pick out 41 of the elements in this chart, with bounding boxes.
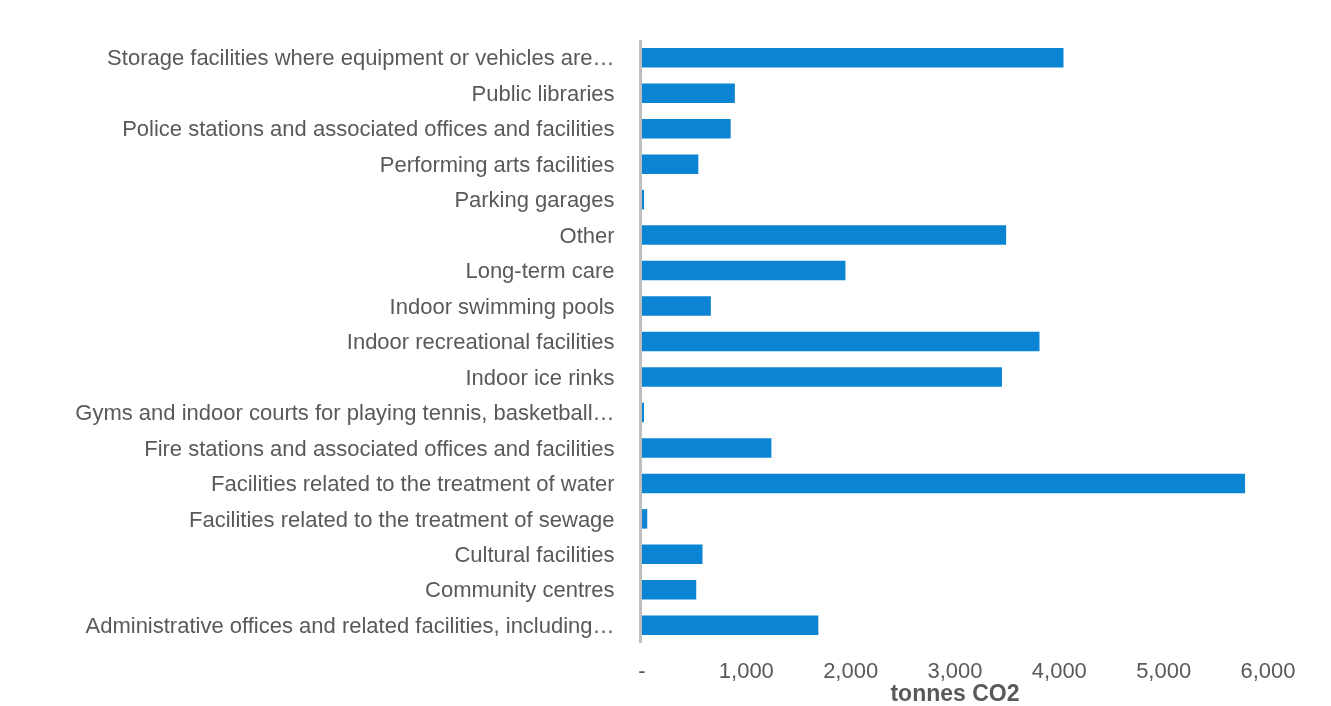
bar <box>642 118 731 139</box>
y-tick-label: Administrative offices and related facilities, including… <box>85 612 615 638</box>
x-tick-label: 4,000 <box>1031 658 1087 683</box>
bar <box>642 367 1002 387</box>
bar <box>642 615 819 636</box>
y-tick-label: Parking garages <box>454 187 615 213</box>
y-tick-label: Public libraries <box>471 80 615 106</box>
y-tick-label: Indoor ice rinks <box>465 364 615 390</box>
x-axis-title: tonnes CO2 <box>890 680 1020 706</box>
bar <box>642 47 1064 68</box>
y-tick-label: Indoor recreational facilities <box>346 329 615 355</box>
bar <box>642 438 772 458</box>
x-tick-label: - <box>638 658 646 683</box>
bar <box>642 83 735 103</box>
bar <box>642 225 1007 245</box>
x-tick-label: 5,000 <box>1136 658 1192 683</box>
y-tick-label: Facilities related to the treatment of water <box>211 471 615 497</box>
y-tick-label: Long-term care <box>465 258 615 284</box>
bar <box>642 260 846 281</box>
bar <box>642 296 711 316</box>
bar <box>642 580 697 600</box>
y-tick-label: Performing arts facilities <box>379 151 615 177</box>
x-tick-label: 1,000 <box>718 658 774 683</box>
y-tick-label: Gyms and indoor courts for playing tennis, basketball… <box>75 400 615 426</box>
bar <box>642 189 645 210</box>
bar <box>642 154 699 174</box>
x-tick-label: 2,000 <box>823 658 879 683</box>
bar <box>642 509 648 529</box>
bar <box>642 544 703 565</box>
y-tick-label: Other <box>559 222 615 248</box>
bar <box>642 331 1040 352</box>
y-tick-label: Fire stations and associated offices and facilities <box>144 435 615 461</box>
y-tick-label: Storage facilities where equipment or vehicles are… <box>107 45 615 71</box>
y-tick-label: Police stations and associated offices and facilities <box>122 116 615 142</box>
x-tick-label: 6,000 <box>1240 658 1296 683</box>
y-tick-label: Facilities related to the treatment of sewage <box>189 506 615 532</box>
y-tick-label: Cultural facilities <box>454 542 615 568</box>
y-tick-label: Community centres <box>425 577 615 603</box>
x-tick-label: 3,000 <box>927 658 983 683</box>
bar <box>642 473 1246 494</box>
y-tick-label: Indoor swimming pools <box>389 293 615 319</box>
